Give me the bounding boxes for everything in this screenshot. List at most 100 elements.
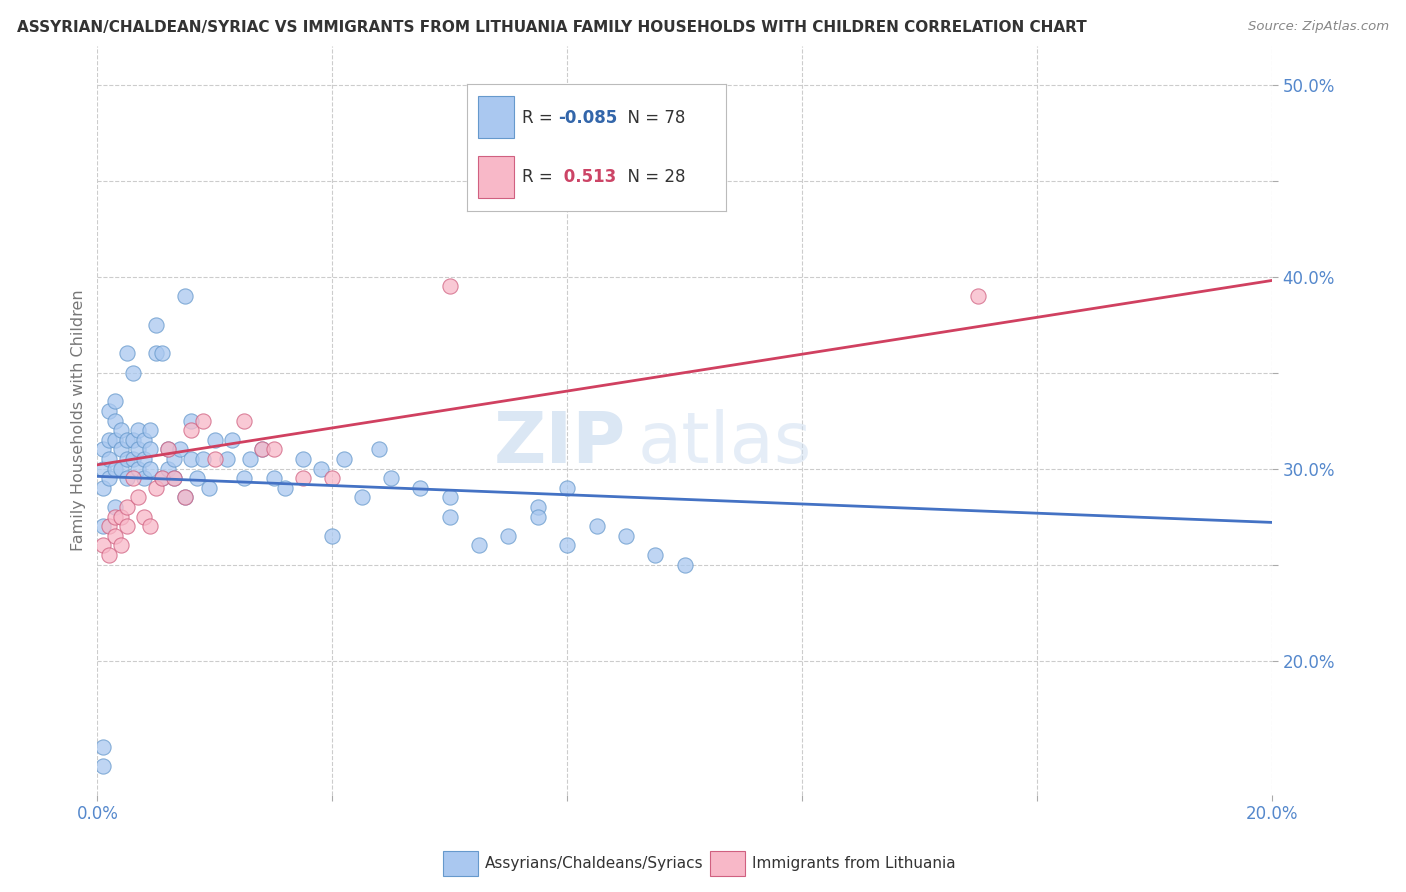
- Point: [104, 394, 127, 409]
- Point: [673, 558, 696, 572]
- Point: [333, 452, 356, 467]
- Point: [104, 500, 127, 514]
- Point: [585, 519, 607, 533]
- Point: [91, 759, 114, 773]
- Point: [180, 414, 202, 428]
- Point: [967, 289, 990, 303]
- Point: [439, 279, 461, 293]
- Point: [104, 529, 127, 543]
- Point: [115, 433, 138, 447]
- Point: [204, 452, 226, 467]
- Point: [91, 538, 114, 552]
- Point: [139, 519, 162, 533]
- Point: [134, 471, 156, 485]
- Point: [291, 471, 314, 485]
- Point: [180, 423, 202, 437]
- Point: [163, 452, 186, 467]
- Point: [91, 461, 114, 475]
- Text: Immigrants from Lithuania: Immigrants from Lithuania: [752, 856, 956, 871]
- Point: [555, 538, 578, 552]
- Point: [156, 461, 179, 475]
- Point: [134, 509, 156, 524]
- Point: [221, 433, 243, 447]
- Point: [110, 509, 132, 524]
- Point: [321, 471, 343, 485]
- Point: [250, 442, 273, 457]
- Point: [233, 414, 256, 428]
- Point: [121, 471, 143, 485]
- Point: [156, 442, 179, 457]
- Point: [115, 500, 138, 514]
- Point: [644, 548, 666, 562]
- Text: ASSYRIAN/CHALDEAN/SYRIAC VS IMMIGRANTS FROM LITHUANIA FAMILY HOUSEHOLDS WITH CHI: ASSYRIAN/CHALDEAN/SYRIAC VS IMMIGRANTS F…: [17, 20, 1087, 35]
- Point: [127, 423, 149, 437]
- Point: [110, 461, 132, 475]
- Point: [104, 461, 127, 475]
- Point: [91, 740, 114, 755]
- Point: [91, 519, 114, 533]
- Point: [174, 491, 197, 505]
- Point: [163, 471, 186, 485]
- Point: [98, 471, 121, 485]
- Point: [309, 461, 332, 475]
- Point: [110, 538, 132, 552]
- Point: [215, 452, 238, 467]
- Point: [115, 519, 138, 533]
- Point: [104, 414, 127, 428]
- Point: [263, 471, 285, 485]
- Point: [368, 442, 391, 457]
- Point: [127, 461, 149, 475]
- Point: [150, 471, 173, 485]
- Point: [127, 491, 149, 505]
- Point: [526, 509, 548, 524]
- Point: [121, 452, 143, 467]
- Point: [468, 538, 491, 552]
- Point: [127, 442, 149, 457]
- Point: [134, 452, 156, 467]
- Point: [191, 452, 214, 467]
- Point: [139, 442, 162, 457]
- Point: [321, 529, 343, 543]
- Point: [145, 481, 167, 495]
- Text: Source: ZipAtlas.com: Source: ZipAtlas.com: [1249, 20, 1389, 33]
- Point: [139, 423, 162, 437]
- Point: [145, 318, 167, 332]
- Point: [91, 481, 114, 495]
- Point: [498, 529, 520, 543]
- Point: [121, 366, 143, 380]
- Point: [121, 433, 143, 447]
- Point: [115, 471, 138, 485]
- Point: [174, 289, 197, 303]
- Point: [156, 442, 179, 457]
- Point: [139, 461, 162, 475]
- Point: [169, 442, 191, 457]
- Point: [263, 442, 285, 457]
- Point: [134, 433, 156, 447]
- Point: [526, 500, 548, 514]
- Text: Assyrians/Chaldeans/Syriacs: Assyrians/Chaldeans/Syriacs: [485, 856, 703, 871]
- Point: [191, 414, 214, 428]
- Point: [250, 442, 273, 457]
- Point: [98, 404, 121, 418]
- Point: [150, 471, 173, 485]
- Point: [380, 471, 402, 485]
- Point: [614, 529, 637, 543]
- Point: [104, 509, 127, 524]
- Point: [98, 433, 121, 447]
- Point: [98, 452, 121, 467]
- Point: [180, 452, 202, 467]
- Text: ZIP: ZIP: [494, 409, 626, 477]
- Point: [409, 481, 432, 495]
- Point: [163, 471, 186, 485]
- Point: [150, 346, 173, 360]
- Text: atlas: atlas: [637, 409, 813, 477]
- Point: [204, 433, 226, 447]
- Point: [91, 442, 114, 457]
- Point: [555, 481, 578, 495]
- Point: [110, 442, 132, 457]
- Point: [115, 346, 138, 360]
- Point: [233, 471, 256, 485]
- Point: [274, 481, 297, 495]
- Point: [186, 471, 208, 485]
- Point: [239, 452, 262, 467]
